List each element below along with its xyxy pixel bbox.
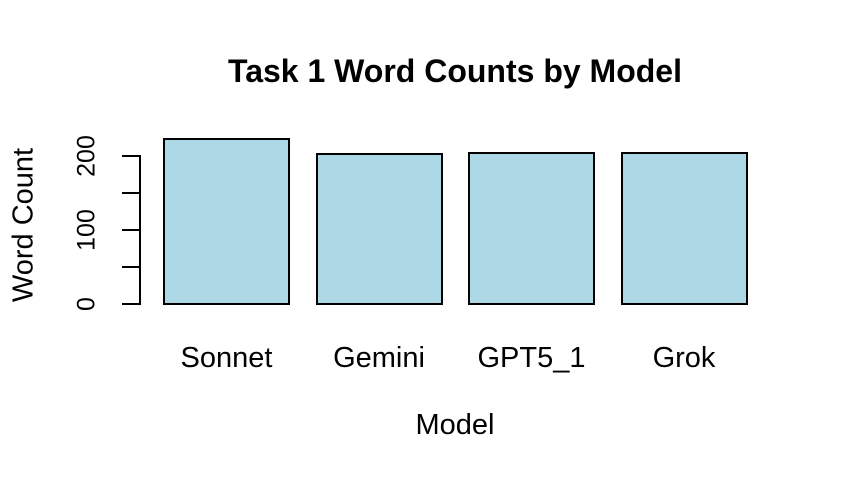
chart-title: Task 1 Word Counts by Model (228, 53, 682, 89)
bar-sonnet (163, 138, 290, 305)
bar-gemini (315, 153, 443, 305)
y-axis-label: Word Count (7, 147, 40, 303)
y-tick-label: 0 (72, 297, 101, 311)
y-tick-label: 100 (72, 208, 101, 251)
x-category-label: Grok (652, 342, 716, 374)
y-tick-mark (122, 154, 140, 157)
bar-grok (620, 152, 748, 305)
y-tick-label: 200 (72, 134, 101, 177)
x-category-label: GPT5_1 (477, 342, 586, 374)
x-category-label: Gemini (333, 342, 425, 374)
bar-gpt5_1 (468, 151, 595, 305)
x-category-label: Sonnet (180, 342, 273, 374)
y-axis-line (139, 154, 141, 305)
y-tick-mark (122, 228, 140, 231)
y-tick-mark (122, 191, 140, 194)
y-tick-mark (122, 303, 140, 305)
y-tick-mark (122, 265, 140, 268)
x-axis-label: Model (415, 409, 495, 441)
